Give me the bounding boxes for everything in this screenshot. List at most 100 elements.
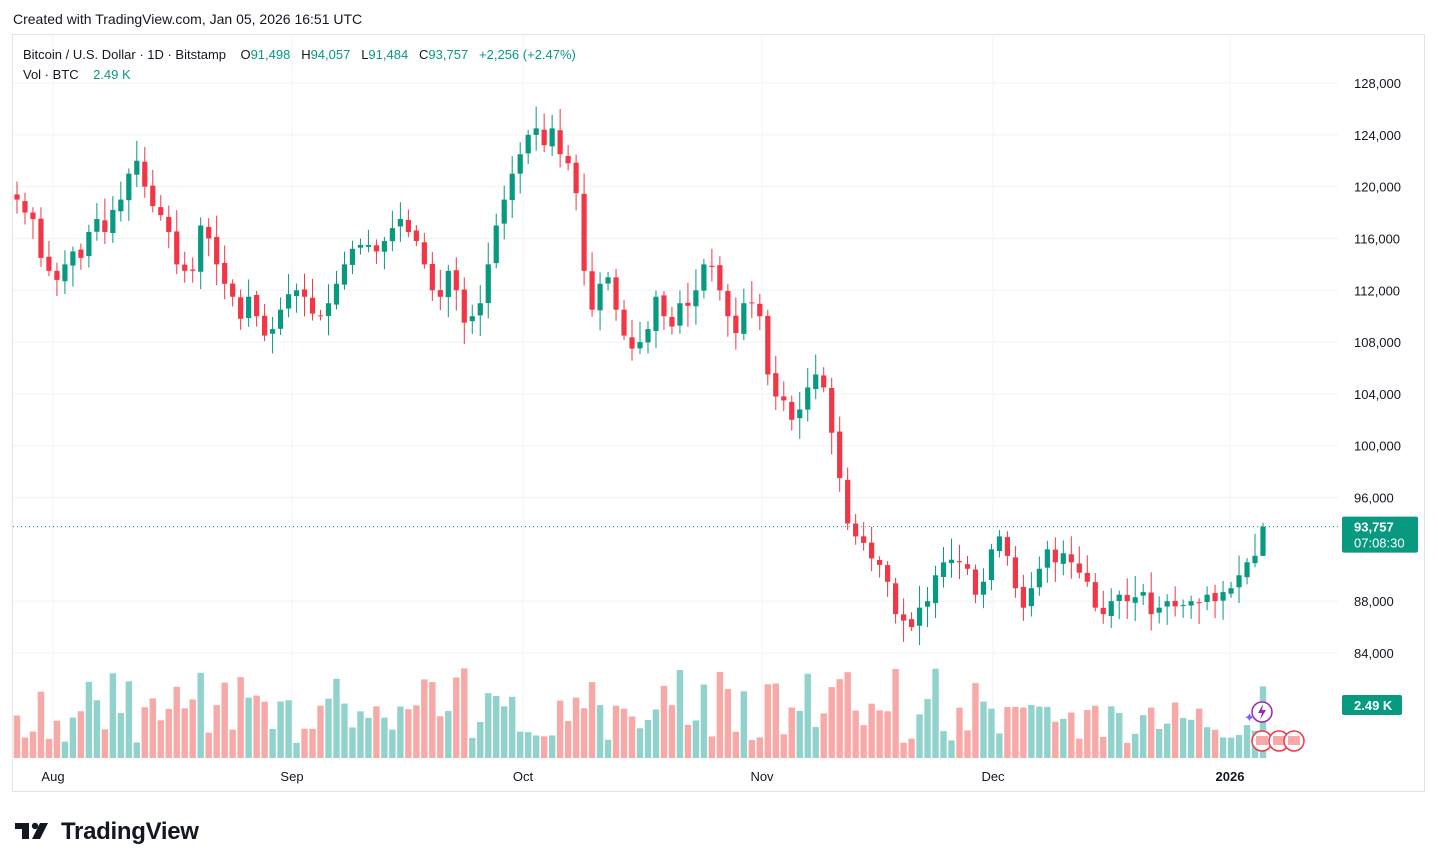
candle-body: [853, 523, 859, 537]
volume-bar: [1179, 718, 1187, 758]
candle-body: [685, 302, 691, 306]
candle-body: [1196, 602, 1202, 604]
volume-bar: [37, 691, 45, 758]
volume-bar: [437, 716, 444, 758]
volume-bar: [213, 705, 220, 758]
volume-bar: [708, 736, 716, 758]
candle-body: [413, 230, 419, 242]
candle-body: [14, 194, 20, 200]
candle-body: [206, 226, 212, 239]
volume-bar: [325, 698, 332, 758]
volume-bar: [421, 679, 428, 758]
volume-bar: [1211, 729, 1219, 758]
volume-bar: [1139, 715, 1147, 758]
volume-bar: [1195, 708, 1203, 758]
candle-body: [525, 134, 531, 154]
volume-bar: [988, 708, 995, 758]
candle-body: [493, 225, 499, 264]
volume-bar: [1235, 734, 1243, 758]
volume-bar: [1124, 742, 1131, 758]
volume-bar: [189, 699, 196, 758]
candle-body: [509, 173, 515, 201]
volume-bar: [469, 737, 476, 758]
volume-bar: [461, 668, 468, 758]
candle-body: [533, 128, 539, 135]
candle-body: [900, 614, 907, 621]
time-axis-label: Dec: [981, 769, 1005, 784]
chart-frame[interactable]: [12, 34, 1425, 792]
volume-bar: [540, 736, 548, 758]
volume-bar: [245, 697, 252, 758]
volume-label[interactable]: Vol · BTC: [23, 67, 79, 82]
high-value: 94,057: [310, 47, 351, 62]
candle-body: [597, 283, 603, 311]
volume-bar: [1187, 719, 1195, 758]
time-axis-label: Nov: [750, 769, 774, 784]
candle-body: [845, 479, 851, 524]
volume-bar: [940, 731, 947, 758]
candle-body: [1020, 586, 1026, 608]
candle-body: [437, 290, 443, 297]
candle-body: [932, 575, 939, 604]
volume-bar: [397, 706, 404, 758]
candle-body: [908, 619, 915, 628]
candle-body: [717, 265, 723, 291]
volume-bar: [564, 721, 572, 758]
candle-body: [693, 290, 699, 307]
tradingview-logo[interactable]: TradingView: [15, 818, 199, 846]
price-axis-label: 88,000: [1354, 594, 1394, 609]
volume-bar: [1108, 706, 1115, 758]
volume-bar: [1219, 737, 1227, 758]
candle-body: [293, 290, 300, 297]
volume-bar: [149, 698, 156, 758]
candle-body: [972, 569, 979, 595]
candle-body: [38, 218, 44, 258]
candle-body: [150, 185, 156, 207]
volume-bar: [1155, 729, 1163, 758]
candle-body: [885, 565, 891, 582]
volume-bar: [309, 728, 316, 758]
volume-bar: [620, 708, 628, 758]
candle-body: [309, 297, 316, 314]
candle-body: [166, 216, 172, 232]
volume-bar: [173, 686, 180, 758]
candle-body: [789, 401, 795, 420]
volume-bar: [221, 682, 228, 758]
last-price-tag: [1342, 516, 1418, 553]
volume-bar: [844, 672, 851, 758]
change-value: +2,256 (+2.47%): [479, 47, 576, 62]
volume-bar: [604, 739, 612, 758]
candle-body: [877, 560, 883, 565]
price-axis-label: 100,000: [1354, 439, 1401, 454]
candle-body: [453, 270, 459, 291]
volume-bar: [860, 725, 867, 758]
candle-body: [1068, 554, 1074, 563]
volume-bar: [293, 742, 300, 758]
volume-bar: [828, 687, 835, 758]
candle-body: [262, 315, 268, 336]
candle-body: [980, 581, 987, 595]
candle-body: [1036, 568, 1042, 588]
candle-body: [805, 387, 811, 410]
candle-body: [110, 209, 116, 234]
symbol-description[interactable]: Bitcoin / U.S. Dollar · 1D · Bitstamp: [23, 47, 226, 62]
volume-bar: [948, 740, 955, 758]
volume-bar: [588, 682, 596, 758]
candle-body: [1060, 553, 1066, 564]
candle-body: [549, 128, 555, 147]
candle-body: [1132, 597, 1138, 603]
volume-bar: [197, 672, 204, 758]
volume-bar: [796, 710, 803, 758]
candle-body: [1012, 557, 1018, 589]
price-axis-label: 124,000: [1354, 128, 1401, 143]
candle-body: [349, 248, 356, 265]
candle-body: [1116, 594, 1122, 601]
candle-body: [733, 315, 739, 334]
volume-bar: [157, 720, 164, 758]
volume-bar: [684, 724, 692, 758]
volume-bar: [53, 720, 61, 758]
candle-body: [765, 315, 771, 375]
candle-body: [118, 199, 124, 212]
high-label: H: [301, 47, 311, 62]
